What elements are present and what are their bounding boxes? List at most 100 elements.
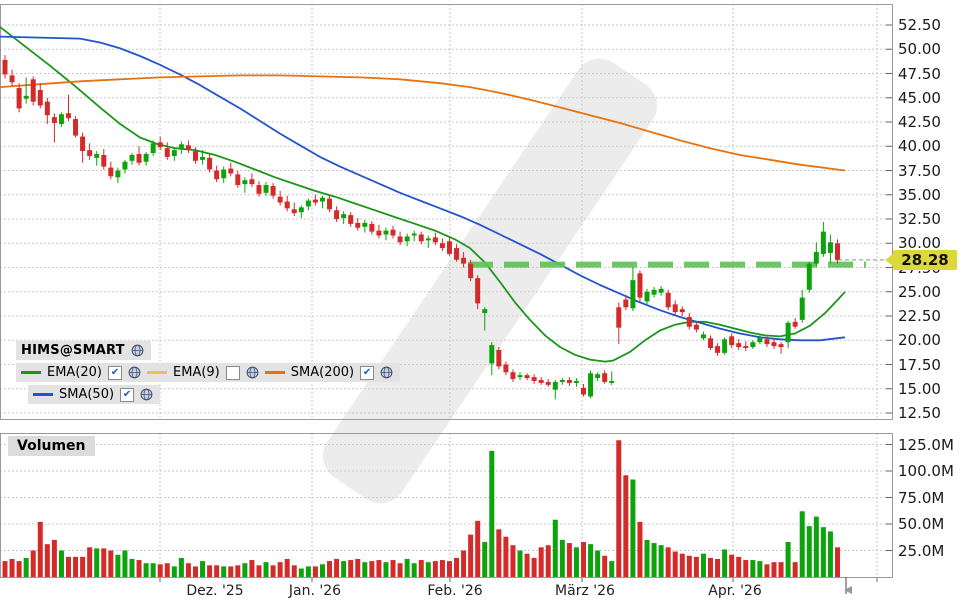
candle — [517, 375, 523, 378]
price-panel-border — [0, 4, 893, 420]
volume-bar — [637, 521, 643, 577]
candle — [609, 380, 615, 383]
candle — [496, 349, 502, 367]
candle — [820, 231, 826, 254]
ema20-swatch — [21, 371, 41, 374]
candle — [9, 75, 15, 83]
candle — [157, 142, 163, 148]
volume-bar — [693, 556, 699, 577]
globe-icon[interactable] — [140, 388, 153, 401]
candle — [573, 380, 579, 383]
volume-bar — [552, 519, 558, 577]
candle — [806, 263, 812, 290]
candle — [108, 167, 114, 177]
volume-bar — [30, 550, 36, 577]
volume-bar — [298, 568, 304, 577]
candle — [637, 273, 643, 298]
candle — [362, 222, 368, 227]
volume-bar — [390, 560, 396, 577]
volume-bar — [595, 550, 601, 577]
ema20-checkbox[interactable] — [108, 365, 123, 380]
volume-bar — [355, 558, 361, 577]
candle — [23, 95, 29, 99]
globe-icon[interactable] — [380, 366, 393, 379]
volume-bar — [785, 542, 791, 577]
volume-bar — [644, 539, 650, 577]
candle — [319, 197, 325, 202]
symbol-label: HIMS@SMART — [21, 343, 125, 358]
candle — [37, 89, 43, 106]
volume-bar — [665, 547, 671, 577]
volume-panel-border — [0, 433, 893, 578]
volume-bar — [820, 527, 826, 577]
candle — [397, 236, 403, 243]
volume-bar — [510, 545, 516, 577]
volume-bar — [284, 558, 290, 577]
globe-icon[interactable] — [246, 366, 259, 379]
candle — [58, 114, 64, 124]
legend-indicators-row: EMA(20) EMA(9) SMA(200) — [16, 363, 401, 382]
candle — [630, 280, 636, 309]
volume-bar — [164, 563, 170, 577]
candle — [454, 248, 460, 260]
candle — [2, 59, 8, 75]
candle — [595, 374, 601, 379]
volume-bar — [672, 551, 678, 577]
globe-icon[interactable] — [128, 366, 141, 379]
volume-bar — [277, 562, 283, 577]
candle — [185, 145, 191, 151]
candle — [461, 257, 467, 264]
volume-bar — [545, 545, 551, 577]
candle — [94, 154, 100, 158]
candle — [693, 324, 699, 330]
candle — [192, 151, 198, 161]
volume-bar — [686, 555, 692, 577]
volume-bar — [291, 565, 297, 577]
volume-bar — [439, 560, 445, 577]
candle — [256, 185, 262, 194]
volume-bar — [228, 566, 234, 577]
candle — [446, 241, 452, 254]
volume-bar — [588, 544, 594, 577]
candle — [305, 200, 311, 207]
candle — [489, 345, 495, 364]
volume-bar — [764, 564, 770, 577]
volume-bar — [9, 558, 15, 577]
candle — [270, 186, 276, 196]
legend-symbol-row: HIMS@SMART — [16, 341, 151, 360]
candle — [834, 243, 840, 260]
ema9-swatch — [147, 371, 168, 374]
volume-bar — [65, 556, 71, 577]
candle — [468, 263, 474, 279]
candle — [538, 380, 544, 383]
sma50-checkbox[interactable] — [120, 387, 135, 402]
volume-bar — [348, 560, 354, 577]
volume-bar — [573, 547, 579, 577]
candle — [312, 199, 318, 203]
volume-bar — [517, 550, 523, 577]
candle — [531, 377, 537, 381]
volume-bar — [813, 516, 819, 577]
volume-bar — [73, 556, 79, 577]
candle — [44, 101, 50, 116]
volume-bar — [242, 563, 248, 577]
volume-bar — [327, 561, 333, 577]
volume-bar — [58, 550, 64, 577]
volume-bar — [256, 565, 262, 577]
sma200-label: SMA(200) — [290, 365, 355, 380]
candle — [228, 168, 234, 174]
ema9-checkbox[interactable] — [225, 365, 240, 380]
candle — [764, 339, 770, 345]
volume-bar — [806, 526, 812, 577]
sma200-checkbox[interactable] — [360, 365, 375, 380]
candle — [150, 143, 156, 154]
candle — [51, 117, 57, 123]
candle — [672, 304, 678, 313]
candle — [792, 321, 798, 327]
candle — [757, 337, 763, 343]
volume-bar — [475, 520, 481, 577]
candle — [644, 291, 650, 302]
globe-icon[interactable] — [131, 344, 144, 357]
candle — [581, 387, 587, 395]
volume-bar — [51, 539, 57, 577]
